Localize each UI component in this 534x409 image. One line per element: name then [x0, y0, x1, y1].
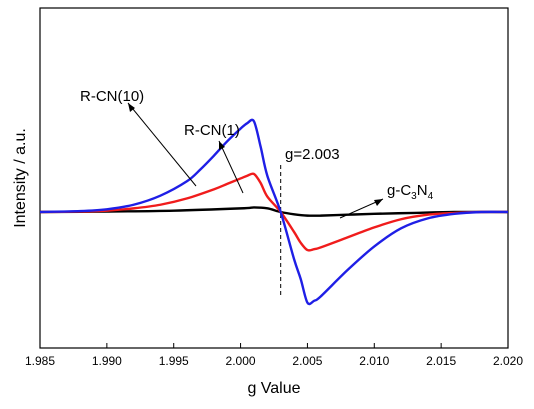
x-tick-label: 2.005	[292, 354, 322, 368]
rcn1-label: R-CN(1)	[184, 122, 240, 139]
rcn10-arrow	[127, 102, 197, 187]
x-axis-ticks: 1.985 1.990 1.995 2.000 2.005 2.010 2.015 2.020	[25, 343, 523, 368]
annotation-arrows	[127, 102, 384, 219]
plot-frame	[39, 7, 509, 349]
gc3n4-label: g-C3N4	[387, 182, 434, 202]
series-line-r-cn-1	[39, 172, 509, 252]
y-axis-title: Intensity / a.u.	[12, 128, 29, 228]
gc3n4-label-n: N	[417, 182, 428, 199]
x-tick-label: 1.990	[92, 354, 122, 368]
x-tick-label: 2.020	[493, 354, 523, 368]
x-tick-label: 1.985	[25, 354, 55, 368]
series-line-r-cn-10	[39, 118, 509, 306]
x-axis-title: g Value	[247, 380, 300, 397]
x-tick-label: 2.015	[426, 354, 456, 368]
x-tick-label: 2.000	[226, 354, 256, 368]
x-tick-label: 1.995	[159, 354, 189, 368]
rcn10-label: R-CN(10)	[80, 88, 144, 105]
series-layer	[39, 118, 509, 306]
gc3n4-arrowhead	[374, 199, 383, 206]
gc3n4-label-g: g-C	[387, 182, 411, 199]
x-tick-label: 2.010	[359, 354, 389, 368]
gc3n4-label-sub4: 4	[428, 191, 434, 202]
g-value-label: g=2.003	[285, 146, 340, 163]
gc3n4-label-sub3: 3	[411, 191, 417, 202]
series-line-g-c3n4	[39, 206, 509, 217]
rcn1-arrow	[218, 140, 244, 194]
rcn10-arrowhead	[128, 103, 135, 112]
rcn1-arrowhead	[219, 141, 225, 150]
